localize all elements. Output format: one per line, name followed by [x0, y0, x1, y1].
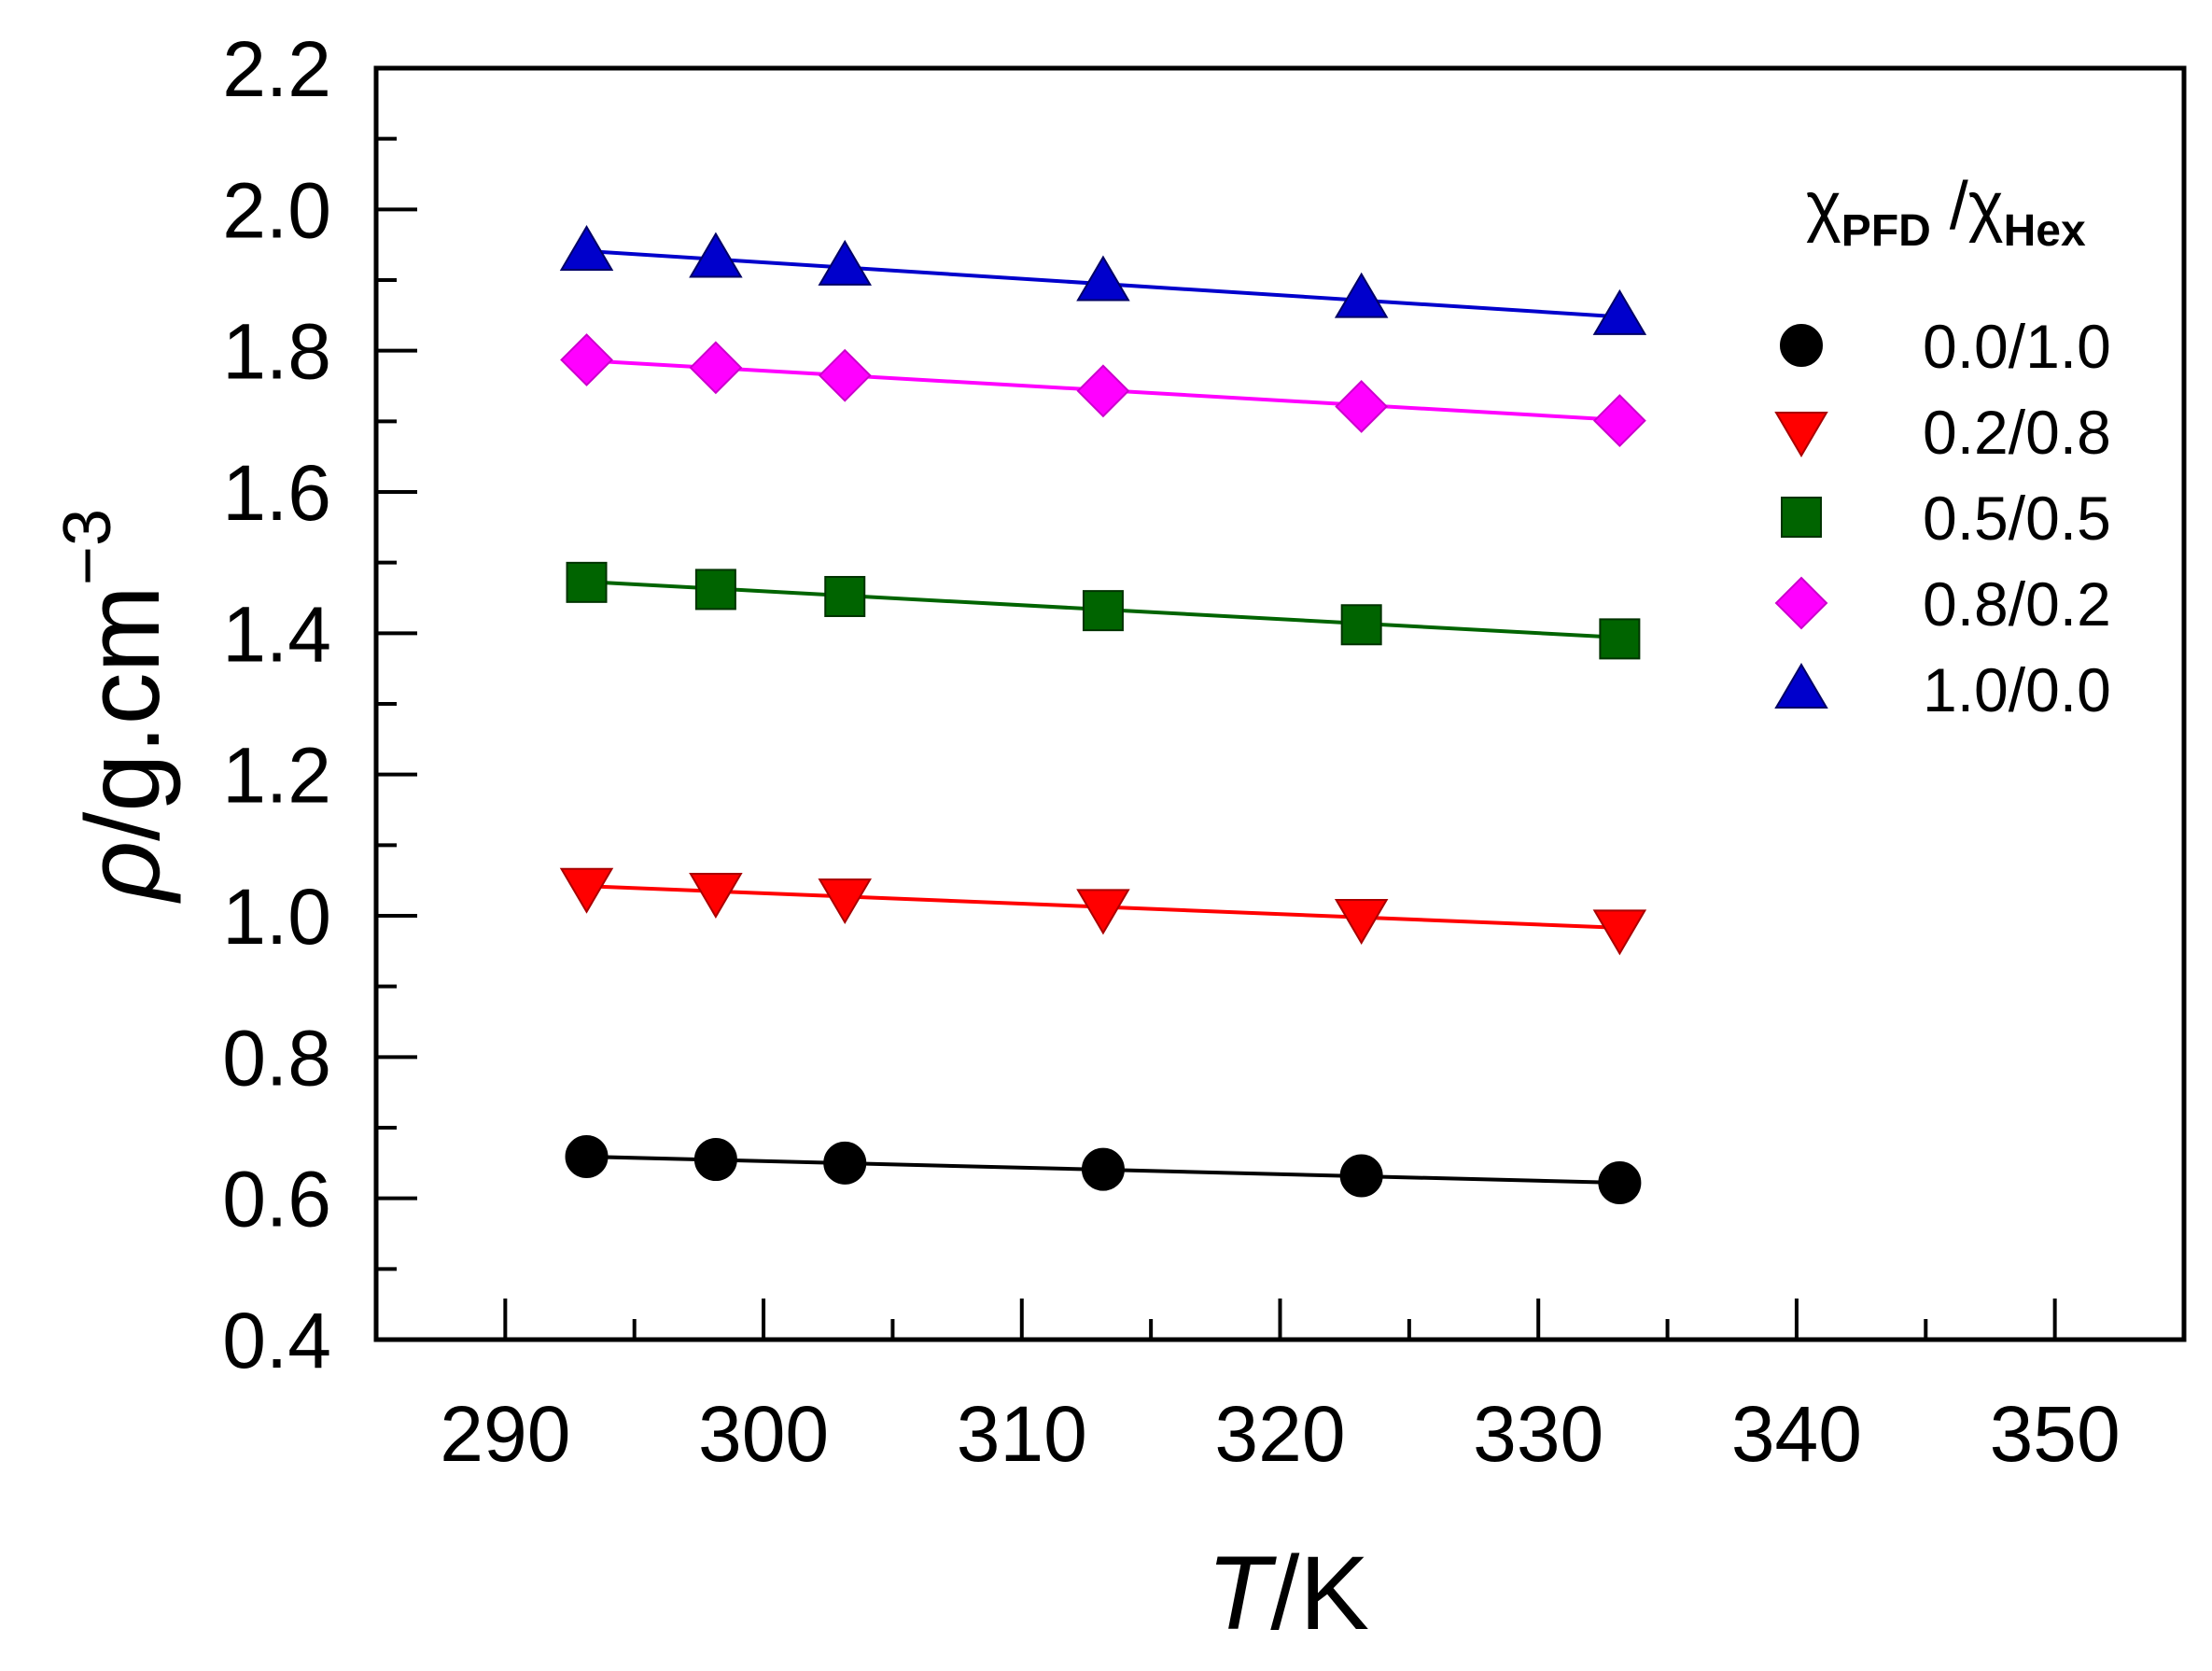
y-tick-label: 0.8: [222, 1014, 331, 1102]
data-point: [694, 569, 736, 611]
data-point: [1334, 899, 1389, 946]
x-tick-label: 350: [1990, 1390, 2121, 1478]
legend-label: 0.2/0.8: [1923, 398, 2111, 467]
data-point: [693, 1138, 737, 1182]
legend-title: χPFD /χHex: [1806, 169, 2086, 256]
legend-label: 0.5/0.5: [1923, 484, 2111, 553]
x-tick-label: 320: [1214, 1390, 1345, 1478]
x-tick-label: 340: [1731, 1390, 1862, 1478]
data-point: [1076, 364, 1130, 418]
data-point: [559, 867, 614, 914]
data-point: [689, 232, 743, 278]
data-point: [1076, 255, 1130, 302]
legend-marker: [1774, 412, 1828, 457]
x-axis-title: T/K: [1207, 1535, 1369, 1651]
data-point: [1592, 394, 1646, 447]
legend-entries: 0.0/1.0 0.2/0.8 0.5/0.5 0.8/0.2 1.0/0.0: [1774, 312, 2111, 724]
data-point: [1334, 272, 1389, 318]
y-axis-title: ρ/g.cm−3: [50, 509, 181, 904]
y-tick-label: 1.6: [222, 449, 331, 537]
data-point: [689, 341, 743, 395]
data-point: [1592, 909, 1647, 956]
y-tick-label: 0.6: [222, 1156, 331, 1243]
y-tick-label: 2.0: [222, 166, 331, 254]
series-0.8/0.2: [560, 333, 1646, 447]
y-tick-label: 0.4: [222, 1297, 331, 1384]
axis-ticks: [374, 66, 2186, 1341]
series-0.0/1.0: [565, 1135, 1642, 1205]
data-point: [559, 225, 614, 271]
x-tick-label: 300: [698, 1390, 829, 1478]
x-tick-label: 290: [440, 1390, 570, 1478]
data-point: [1082, 590, 1124, 632]
data-point: [1076, 889, 1130, 935]
data-point: [1339, 1154, 1383, 1198]
data-point: [824, 575, 866, 617]
y-tick-label: 1.4: [222, 590, 331, 678]
x-tick-label: 330: [1473, 1390, 1603, 1478]
data-point: [560, 333, 613, 386]
legend-label: 1.0/0.0: [1923, 655, 2111, 724]
y-tick-label: 1.8: [222, 308, 331, 396]
data-point: [565, 1135, 609, 1179]
legend-label: 0.0/1.0: [1923, 312, 2111, 381]
legend-marker: [1774, 663, 1828, 709]
legend-marker: [1780, 324, 1823, 367]
data-point: [818, 878, 872, 925]
data-point: [689, 873, 743, 920]
legend-label: 0.8/0.2: [1923, 569, 2111, 639]
series-group: [559, 225, 1647, 1205]
y-tick-label: 1.0: [222, 873, 331, 961]
data-point: [823, 1141, 867, 1185]
data-point: [1340, 604, 1382, 646]
y-tick-label: 1.2: [222, 732, 331, 820]
data-point: [566, 561, 608, 603]
data-point: [1592, 288, 1647, 335]
legend-marker: [1774, 576, 1828, 630]
series-1.0/0.0: [559, 225, 1647, 335]
legend: χPFD /χHex 0.0/1.0 0.2/0.8 0.5/0.5 0.8/0.2 1…: [1774, 169, 2111, 724]
legend-marker: [1781, 497, 1822, 538]
tick-labels: 290 300 310 320 330 340 350 0.4 0.6 0.8 1.0 1.2 1.4 1…: [222, 25, 2121, 1478]
data-point: [818, 239, 872, 286]
plot-frame: [373, 65, 2187, 1342]
data-point: [1335, 380, 1389, 433]
series-0.5/0.5: [566, 561, 1641, 660]
data-point: [1598, 1161, 1642, 1205]
x-tick-label: 310: [957, 1390, 1087, 1478]
series-0.2/0.8: [559, 867, 1647, 956]
data-point: [1081, 1147, 1125, 1191]
data-point: [818, 348, 872, 402]
data-point: [1599, 618, 1641, 660]
y-tick-label: 2.2: [222, 25, 331, 113]
